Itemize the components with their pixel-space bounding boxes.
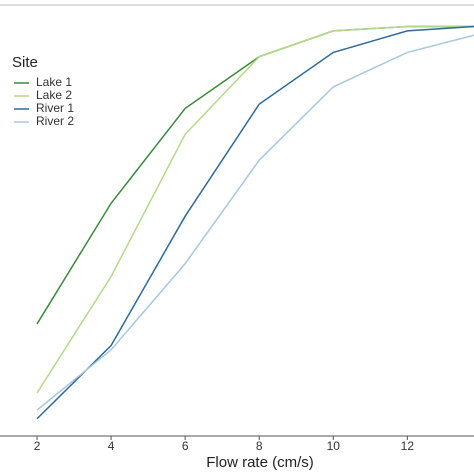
series-line [36,25,474,394]
legend-label: River 2 [36,114,74,128]
legend-label: Lake 1 [36,75,72,89]
x-tick-label: 6 [182,439,189,453]
x-axis-label: Flow rate (cm/s) [206,454,314,471]
x-tick-label: 2 [34,439,41,453]
x-tick-label: 8 [256,439,263,453]
series-line [36,25,474,420]
legend-label: Lake 2 [36,88,72,102]
x-tick-label: 10 [327,439,341,453]
series-line [36,25,474,325]
x-tick-label: 12 [401,439,415,453]
x-tick-label: 4 [108,439,115,453]
legend-title: Site [12,54,38,71]
legend-label: River 1 [36,101,74,115]
series-line [36,34,474,411]
